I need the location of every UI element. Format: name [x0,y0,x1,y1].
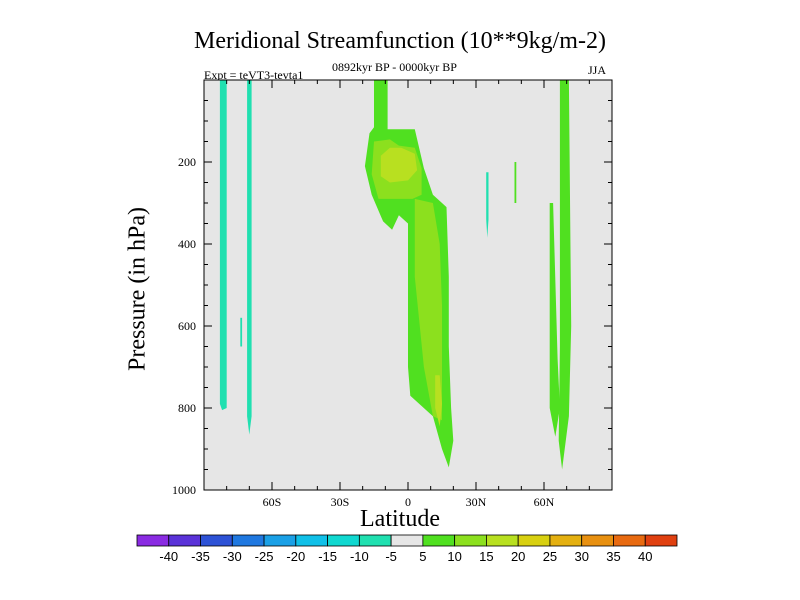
colorbar-label: 25 [543,549,557,564]
colorbar-box [327,534,360,547]
colorbar-box [422,534,456,547]
colorbar-box [549,534,583,547]
chart-title: Meridional Streamfunction (10**9kg/m-2) [194,28,606,54]
colorbar-label: 30 [574,549,588,564]
colorbar-label: -15 [318,549,337,564]
colorbar: -40 -35 -30 -25 -20 -15 -10 -5 5 10 15 20 25 30 35 40 [136,534,678,564]
y-tick-label: 600 [178,319,196,333]
colorbar-box [517,534,551,547]
colorbar-box [168,534,201,547]
x-axis-label: Latitude [360,506,440,532]
colorbar-box [454,534,487,547]
colorbar-label: 20 [511,549,525,564]
colorbar-box [136,534,170,547]
colorbar-box [200,534,233,547]
contour-region-band-70S [247,80,252,435]
y-tick-label: 200 [178,155,196,169]
colorbar-label: 10 [447,549,461,564]
colorbar-label: -5 [385,549,397,564]
colorbar-label: -20 [286,549,305,564]
colorbar-box [581,534,614,547]
colorbar-box [613,534,646,547]
season-label: JJA [588,63,607,77]
plot-area: 60S 30S 0 30N 60N 200 400 600 800 1000 [172,79,613,509]
contour-region-sliver-47N [514,162,517,203]
colorbar-label: -30 [223,549,242,564]
x-tick-label: 60S [263,495,282,509]
contour-region-trop-lower-core [435,375,442,427]
colorbar-label: 15 [479,549,493,564]
period-label: 0892kyr BP - 0000kyr BP [332,60,457,74]
colorbar-box [644,534,678,547]
colorbar-box [295,534,328,547]
x-tick-label: 30S [331,495,350,509]
y-tick-label: 400 [178,237,196,251]
y-tick-label: 1000 [172,483,196,497]
colorbar-label: -25 [255,549,274,564]
colorbar-label: -35 [191,549,210,564]
contour-region-band-64N-left [549,203,560,437]
colorbar-box [390,534,424,547]
experiment-label: Expt = teVT3-tevta1 [204,68,304,82]
contour-region-trop-lower-inner [414,198,442,421]
colorbar-box [231,534,265,547]
colorbar-label: 40 [638,549,652,564]
x-tick-label: 0 [405,495,411,509]
x-tick-label: 60N [534,495,555,509]
colorbar-label: 35 [606,549,620,564]
colorbar-box [358,534,392,547]
contour-region-sliver-73S [240,317,243,347]
colorbar-label: -40 [159,549,178,564]
contour-region-band-70N [558,80,572,470]
contour-region-sliver-35N [486,172,489,238]
contour-region-trop-upper-core [380,147,418,183]
y-tick-label: 800 [178,401,196,415]
colorbar-box [486,534,519,547]
x-tick-label: 30N [466,495,487,509]
colorbar-box [263,534,297,547]
contour-region-band-78S [219,80,227,411]
colorbar-label: -10 [350,549,369,564]
colorbar-label: 5 [419,549,426,564]
